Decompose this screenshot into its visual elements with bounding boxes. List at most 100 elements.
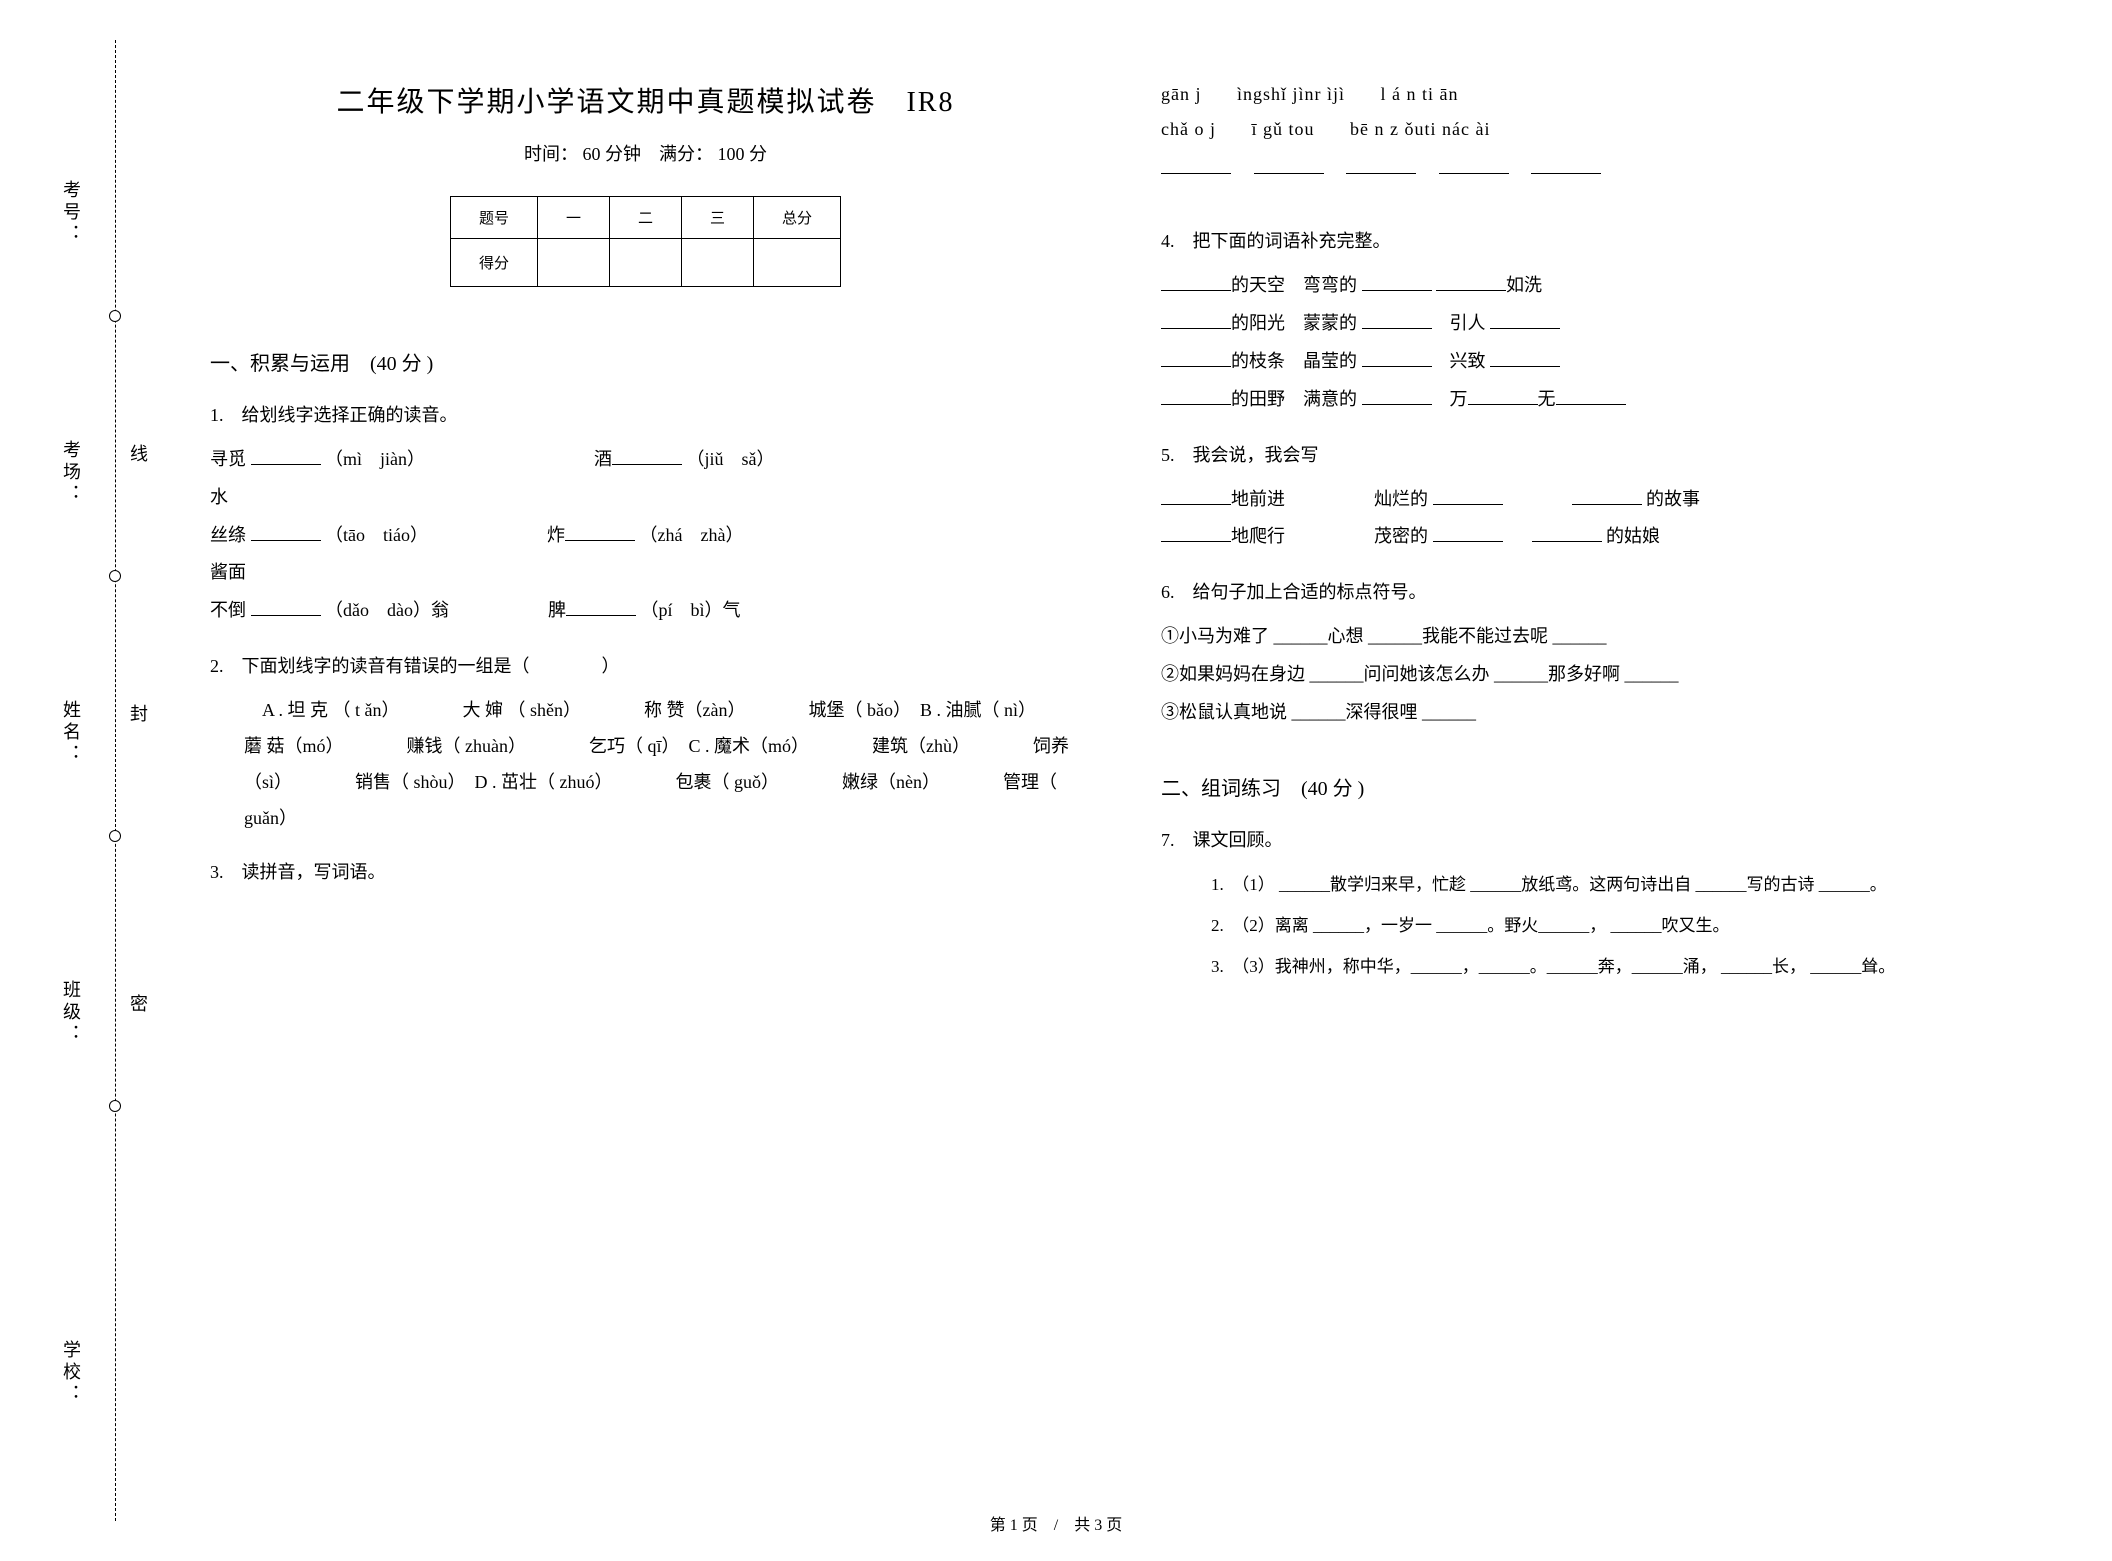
binding-circle (109, 830, 121, 842)
q1-word: 酱面 (210, 562, 246, 582)
section-2-heading: 二、组词练习 (40 分 ) (1161, 772, 2032, 801)
answer-blank[interactable] (1362, 309, 1432, 329)
pinyin-seg: bē n z ǒuti nác ài (1350, 115, 1490, 144)
q4-text: 的天空 弯弯的 (1231, 275, 1357, 295)
answer-blank[interactable] (1490, 347, 1560, 367)
pinyin-seg: l á n ti ān (1381, 80, 1459, 109)
pinyin-seg: ìngshǐ jìnr ìjì (1237, 80, 1345, 109)
answer-blank[interactable] (1439, 154, 1509, 174)
answer-blank[interactable] (1346, 154, 1416, 174)
answer-blank[interactable] (1161, 347, 1231, 367)
score-header: 总分 (754, 197, 841, 239)
pinyin-row-1: gān j ìngshǐ jìnr ìjì l á n ti ān (1161, 80, 2032, 109)
answer-blank[interactable] (251, 445, 321, 465)
q1-pinyin: （tāo tiáo） (325, 525, 428, 545)
q1-pinyin: （dǎo dào）翁 (325, 600, 449, 620)
q4-text: 引人 (1432, 313, 1486, 333)
q5-text: 的姑娘 (1606, 526, 1660, 546)
q6-line: ③松鼠认真地说 ______深得很哩 ______ (1161, 694, 2032, 732)
answer-blank[interactable] (1254, 154, 1324, 174)
answer-blank[interactable] (1161, 523, 1231, 543)
q1-pinyin: （pí bì）气 (640, 600, 740, 620)
q1-word: 水 (210, 487, 228, 507)
pinyin-answer-blanks (1161, 150, 2032, 188)
q5-text: 茂密的 (1374, 526, 1428, 546)
pinyin-seg: ī gǔ tou (1251, 115, 1314, 144)
binding-circle (109, 310, 121, 322)
left-column: 二年级下学期小学语文期中真题模拟试卷 IR8 时间： 60 分钟 满分： 100… (210, 80, 1081, 1501)
answer-blank[interactable] (1433, 485, 1503, 505)
q4-text: 的田野 满意的 (1231, 389, 1357, 409)
answer-blank[interactable] (251, 521, 321, 541)
q1-word: 丝绦 (210, 525, 246, 545)
answer-blank[interactable] (1161, 485, 1231, 505)
answer-blank[interactable] (1436, 272, 1506, 292)
binding-dashed-line (115, 40, 116, 1521)
q5-text: 地爬行 (1231, 526, 1285, 546)
q1-pinyin: （mì jiàn） (325, 449, 425, 469)
q1-pinyin: （zhá zhà） (639, 525, 743, 545)
answer-blank[interactable] (566, 596, 636, 616)
q7-item: 2. （2）离离 ______，一岁一 ______。野火______， ___… (1211, 907, 2032, 944)
answer-blank[interactable] (1161, 385, 1231, 405)
answer-blank[interactable] (1490, 309, 1560, 329)
q4-text: 无 (1538, 389, 1556, 409)
answer-blank[interactable] (1572, 485, 1642, 505)
answer-blank[interactable] (1161, 272, 1231, 292)
q6-line: ①小马为难了 ______心想 ______我能不能过去呢 ______ (1161, 618, 2032, 656)
q4-text: 的阳光 蒙蒙的 (1231, 313, 1357, 333)
score-header: 三 (682, 197, 754, 239)
q5-text: 的故事 (1646, 489, 1700, 509)
score-cell[interactable] (682, 239, 754, 287)
q7-item-text: （1） ______散学归来早，忙趁 ______放纸鸢。这两句诗出自 ____… (1241, 875, 1887, 894)
answer-blank[interactable] (565, 521, 635, 541)
score-cell[interactable] (754, 239, 841, 287)
answer-blank[interactable] (1362, 347, 1432, 367)
score-header: 二 (609, 197, 681, 239)
question-3: 3. 读拼音，写词语。 (210, 858, 1081, 884)
q4-text: 兴致 (1432, 351, 1486, 371)
question-6: 6. 给句子加上合适的标点符号。 (1161, 578, 2032, 604)
score-header: 一 (537, 197, 609, 239)
score-table: 题号 一 二 三 总分 得分 (450, 196, 841, 287)
right-column: gān j ìngshǐ jìnr ìjì l á n ti ān chǎ o … (1161, 80, 2032, 1501)
answer-blank[interactable] (1161, 154, 1231, 174)
page-footer: 第 1 页 / 共 3 页 (0, 1511, 2112, 1535)
q1-word: 脾 (548, 600, 566, 620)
score-cell[interactable] (537, 239, 609, 287)
q5-text: 地前进 (1231, 489, 1285, 509)
question-2: 2. 下面划线字的读音有错误的一组是（ ） (210, 652, 1081, 678)
answer-blank[interactable] (1532, 523, 1602, 543)
q7-item-text: （2）离离 ______，一岁一 ______。野火______， ______… (1241, 916, 1730, 935)
question-4-body: 的天空 弯弯的 如洗 的阳光 蒙蒙的 引人 的枝条 晶莹的 兴致 的田野 满意的… (1161, 267, 2032, 418)
binding-label-school: 学校： (58, 1340, 84, 1406)
answer-blank[interactable] (1468, 385, 1538, 405)
answer-blank[interactable] (612, 445, 682, 465)
q4-text: 万 (1432, 389, 1468, 409)
binding-circle (109, 1100, 121, 1112)
binding-margin: 考号： 考场： 姓名： 班级： 学校： 线 封 密 (30, 0, 160, 1561)
exam-title: 二年级下学期小学语文期中真题模拟试卷 IR8 (210, 80, 1081, 120)
binding-label-room: 考场： (58, 440, 84, 506)
score-cell[interactable] (609, 239, 681, 287)
seal-char-mi: 密 (130, 990, 148, 1016)
question-7-body: 1. （1） ______散学归来早，忙趁 ______放纸鸢。这两句诗出自 _… (1161, 866, 2032, 986)
answer-blank[interactable] (1531, 154, 1601, 174)
answer-blank[interactable] (1433, 523, 1503, 543)
answer-blank[interactable] (1362, 385, 1432, 405)
q6-line: ②如果妈妈在身边 ______问问她该怎么办 ______那多好啊 ______ (1161, 656, 2032, 694)
section-1-heading: 一、积累与运用 (40 分 ) (210, 347, 1081, 376)
q1-word: 寻觅 (210, 449, 246, 469)
answer-blank[interactable] (251, 596, 321, 616)
q4-text: 的枝条 晶莹的 (1231, 351, 1357, 371)
q1-word: 炸 (547, 525, 565, 545)
question-5: 5. 我会说，我会写 (1161, 441, 2032, 467)
question-1-body: 寻觅 （mì jiàn） 酒 （jiǔ sǎ） 水 丝绦 （tāo tiáo） … (210, 441, 1081, 630)
answer-blank[interactable] (1161, 309, 1231, 329)
question-5-body: 地前进 灿烂的 的故事 地爬行 茂密的 的姑娘 (1161, 481, 2032, 557)
pinyin-seg: chǎ o j (1161, 115, 1216, 144)
question-7: 7. 课文回顾。 (1161, 826, 2032, 852)
answer-blank[interactable] (1556, 385, 1626, 405)
answer-blank[interactable] (1362, 272, 1432, 292)
q4-text: 如洗 (1506, 275, 1542, 295)
